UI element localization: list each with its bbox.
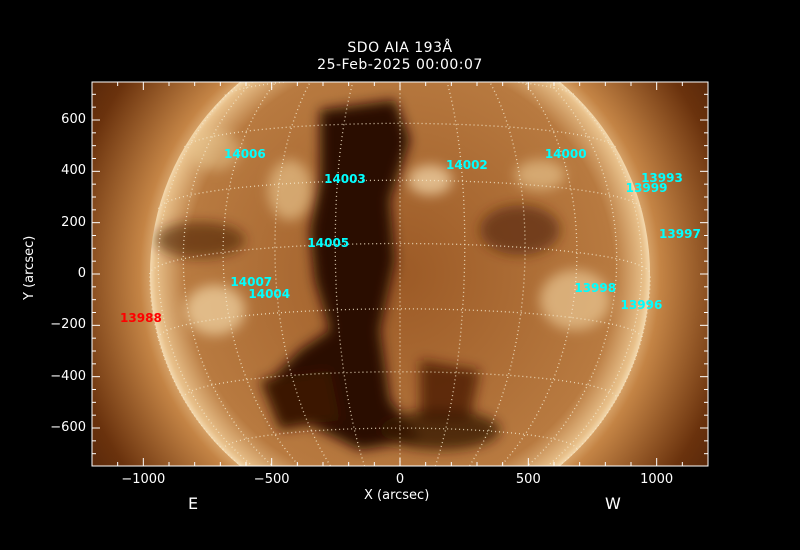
active-region-label: 13996 bbox=[620, 298, 663, 313]
x-tick-label: −1000 bbox=[121, 472, 166, 487]
active-region-label: 13998 bbox=[574, 281, 617, 296]
y-tick-label: −400 bbox=[50, 368, 86, 384]
grid-line bbox=[224, 82, 576, 96]
west-label: W bbox=[605, 494, 621, 513]
x-tick-label: 500 bbox=[515, 472, 541, 487]
grid-line bbox=[546, 82, 643, 466]
coronal-holes bbox=[155, 100, 560, 450]
grid-line bbox=[222, 427, 578, 450]
active-region-label: 14006 bbox=[224, 146, 266, 161]
x-tick-label: −500 bbox=[253, 472, 290, 487]
y-tick-label: 200 bbox=[61, 214, 86, 230]
y-tick-label: 600 bbox=[61, 111, 86, 127]
y-tick-label: 400 bbox=[61, 163, 86, 179]
grid-line bbox=[279, 44, 522, 56]
y-tick-label: 0 bbox=[77, 266, 86, 281]
grid-line bbox=[343, 26, 457, 30]
plot-subtitle: 25-Feb-2025 00:00:07 bbox=[317, 57, 483, 73]
x-tick-label: 0 bbox=[395, 472, 405, 487]
east-label: E bbox=[188, 494, 199, 513]
grid-line bbox=[557, 273, 651, 466]
active-region-label: 13997 bbox=[659, 227, 701, 242]
active-region-label: 14003 bbox=[324, 172, 366, 187]
grid-line bbox=[335, 506, 465, 514]
y-axis-label: Y (arcsec) bbox=[22, 235, 37, 300]
heliographic-grid bbox=[149, 26, 651, 514]
x-axis-label: X (arcsec) bbox=[364, 488, 430, 503]
active-region-label: 14007 bbox=[230, 274, 273, 289]
axis-ticks bbox=[91, 82, 709, 466]
x-tick-label: 1000 bbox=[640, 472, 674, 487]
active-region-label: 13993 bbox=[641, 171, 683, 186]
active-region-label: 13988 bbox=[120, 310, 162, 325]
plot-title: SDO AIA 193Å bbox=[347, 40, 453, 56]
y-tick-label: −200 bbox=[50, 317, 86, 333]
grid-line bbox=[149, 273, 243, 466]
active-region-label: 13999 bbox=[625, 181, 668, 196]
active-region-label: 14004 bbox=[248, 286, 291, 301]
active-region-label: 14005 bbox=[307, 236, 350, 251]
y-tick-label: −600 bbox=[50, 420, 86, 435]
grid-line bbox=[157, 82, 254, 466]
active-region-brightenings bbox=[185, 130, 610, 335]
active-region-label: 14002 bbox=[446, 158, 488, 173]
active-region-label: 14000 bbox=[544, 146, 587, 161]
